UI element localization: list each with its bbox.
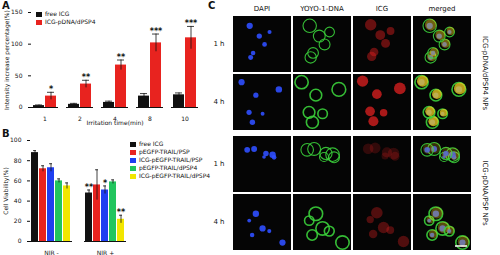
svg-text:ICG-pDNA/PSP NPs: ICG-pDNA/PSP NPs: [481, 160, 489, 226]
html-text:ICG-pEGFP-TRAIL/dPSP4: ICG-pEGFP-TRAIL/dPSP4: [139, 172, 211, 179]
svg-text:50: 50: [15, 72, 23, 79]
svg-text:NIR -: NIR -: [44, 249, 59, 255]
svg-text:**: **: [117, 53, 126, 62]
svg-text:merged: merged: [428, 5, 455, 13]
svg-text:4 h: 4 h: [213, 218, 224, 226]
svg-text:Cell Viability(%): Cell Viability(%): [2, 167, 10, 215]
svg-text:0: 0: [19, 103, 23, 110]
svg-text:YOYO-1-DNA: YOYO-1-DNA: [299, 5, 344, 13]
svg-text:*: *: [103, 179, 108, 188]
svg-text:ICG-pDNA/dPSP4 NPs: ICG-pDNA/dPSP4 NPs: [481, 36, 489, 110]
svg-text:100: 100: [10, 136, 22, 143]
svg-text:8: 8: [148, 115, 152, 122]
svg-text:DAPI: DAPI: [254, 5, 270, 13]
html-text:B: B: [2, 128, 10, 139]
svg-text:**: **: [85, 183, 94, 192]
html-text:pEGFP-TRAIL/dPSP4: pEGFP-TRAIL/dPSP4: [139, 164, 198, 171]
svg-text:10: 10: [181, 115, 189, 122]
html-text:A: A: [2, 0, 10, 11]
svg-text:2: 2: [78, 115, 82, 122]
html-text:free ICG: free ICG: [45, 10, 70, 17]
svg-text:ICG: ICG: [376, 5, 388, 13]
svg-text:NIR +: NIR +: [97, 249, 114, 255]
svg-text:0: 0: [18, 237, 22, 244]
html-text:ICG-pDNA/dPSP4: ICG-pDNA/dPSP4: [45, 18, 96, 25]
svg-text:Irritation time(min): Irritation time(min): [86, 119, 143, 126]
svg-text:1 h: 1 h: [213, 160, 224, 168]
svg-text:**: **: [117, 208, 126, 217]
svg-text:150: 150: [11, 8, 23, 15]
html-text:free ICG: free ICG: [139, 140, 164, 147]
svg-text:20: 20: [14, 217, 22, 224]
html-text:C: C: [208, 0, 216, 11]
svg-text:***: ***: [185, 19, 198, 28]
svg-text:***: ***: [150, 27, 163, 36]
svg-text:100: 100: [11, 40, 23, 47]
svg-text:80: 80: [14, 157, 22, 164]
svg-text:*: *: [49, 85, 54, 94]
html-text:ICG-pEGFP-TRAIL/PSP: ICG-pEGFP-TRAIL/PSP: [139, 156, 203, 163]
svg-text:60: 60: [14, 177, 22, 184]
html-text:pEGFP-TRAIL/PSP: pEGFP-TRAIL/PSP: [139, 148, 190, 155]
svg-text:4 h: 4 h: [213, 98, 224, 106]
svg-text:Intensity increase percentage(: Intensity increase percentage(%): [3, 10, 11, 110]
svg-text:40: 40: [14, 197, 22, 204]
svg-text:1: 1: [43, 115, 47, 122]
svg-text:**: **: [82, 73, 91, 82]
svg-text:1 h: 1 h: [213, 40, 224, 48]
